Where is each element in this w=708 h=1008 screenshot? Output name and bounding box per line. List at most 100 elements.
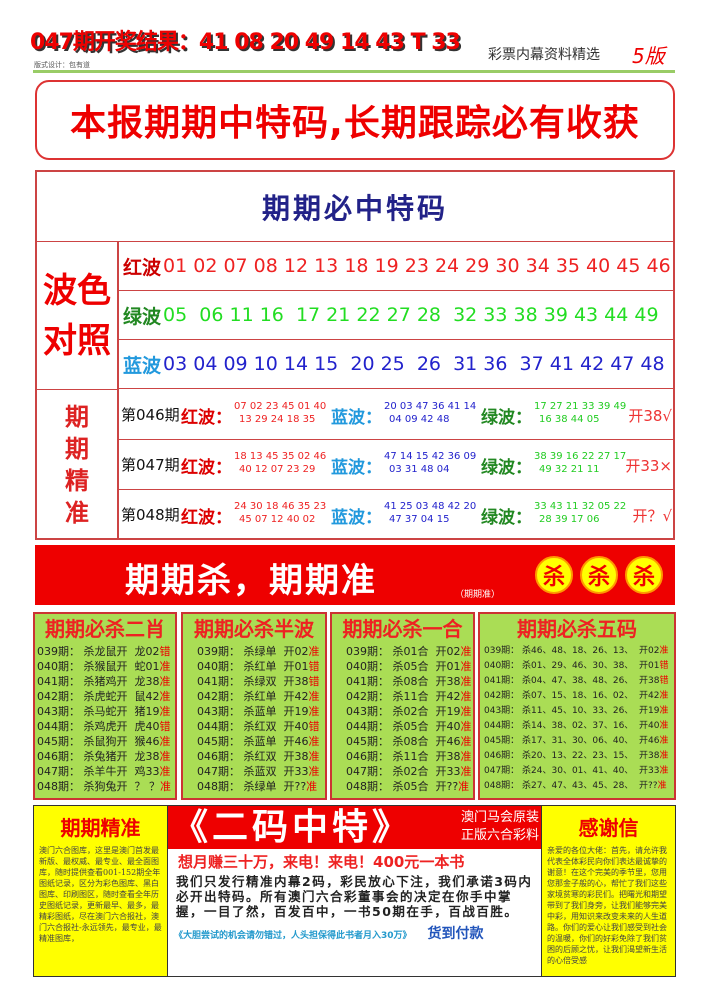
- panel-row: 044期： 杀红双 开40错: [183, 719, 325, 734]
- panel-row: 044期： 杀05合 开40准: [332, 719, 473, 734]
- kill-panel: 期期必杀半波 039期： 杀绿单 开02准 040期： 杀红单 开01错 041期： …: [181, 612, 327, 800]
- panel-row-text: 039期： 杀绿单 开02: [197, 645, 309, 658]
- panel-row-status: 错: [308, 660, 320, 673]
- edition-label: 5版: [632, 44, 665, 68]
- panel-row: 044期： 杀14、38、02、37、16、 开40准: [480, 719, 674, 734]
- panel-row: 045期： 杀08合 开46准: [332, 734, 473, 749]
- period-row: 第046期 红波： 07 02 23 45 01 40 13 29 24 18 35 蓝…: [119, 390, 673, 440]
- panel-row-text: 048期： 杀05合 开??: [346, 780, 459, 793]
- thanks-text: 亲爱的各位大佬：首先，请允许我代表全体彩民向你们表达最诚挚的谢意！在这个完美的季…: [547, 846, 667, 965]
- panel-row-text: 043期： 杀11、45、10、33、26、 开19: [484, 706, 660, 716]
- ad-slogan: 想月赚三十万，来电！来电！400元一本书: [178, 853, 465, 871]
- panel-row-text: 040期： 杀05合 开01: [346, 660, 461, 673]
- panel-row-status: 准: [159, 735, 171, 748]
- kill-panel: 期期必杀五码 039期： 杀46、48、18、26、13、 开02准 040期： 杀…: [478, 612, 676, 800]
- panel-row-text: 045期： 杀鼠狗开 猴46: [37, 735, 160, 748]
- wave-numbers: 03 04 09 10 14 15 20 25 26 31 36 37 41 4…: [163, 353, 665, 375]
- blue-wave-numbers: 20 03 47 36 41 14 04 09 42 48: [384, 400, 480, 426]
- red-numbers-line: 24 30 18 46 35 23: [234, 501, 327, 512]
- period-name: 第048期: [121, 506, 180, 524]
- blue-numbers-line: 20 03 47 36 41 14: [384, 401, 477, 412]
- panel-row-text: 047期： 杀24、30、01、41、40、 开33: [484, 766, 660, 776]
- main-table: 期期必中特码 波色对照 红波 01 02 07 08 12 13 18 19 23…: [35, 170, 675, 540]
- panel-row-status: 准: [308, 750, 320, 763]
- kill-panel: 期期必杀二肖 039期： 杀龙鼠开 龙02错 040期： 杀猴鼠开 蛇01准 041期…: [33, 612, 177, 800]
- panel-row-text: 041期： 杀08合 开38: [346, 675, 461, 688]
- panel-row: 045期： 杀蓝单 开46准: [183, 734, 325, 749]
- panel-row-text: 046期： 杀20、13、22、23、15、 开38: [484, 751, 660, 761]
- panel-row: 046期： 杀20、13、22、23、15、 开38准: [480, 749, 674, 764]
- panel-row-text: 039期： 杀龙鼠开 龙02: [37, 645, 160, 658]
- panel-row-text: 047期： 杀蓝双 开33: [197, 765, 309, 778]
- main-title: 期期必中特码: [37, 172, 673, 242]
- panel-row-text: 040期： 杀猴鼠开 蛇01: [37, 660, 160, 673]
- green-wave-label: 绿波：: [481, 458, 532, 478]
- panel-row: 039期： 杀龙鼠开 龙02错: [35, 644, 175, 659]
- panel-row: 047期： 杀羊牛开 鸡33准: [35, 764, 175, 779]
- banner-title: 期期杀，期期准: [125, 561, 377, 601]
- wave-label: 蓝波: [123, 354, 162, 377]
- panel-row-status: 准: [308, 765, 320, 778]
- panel-row-status: 准: [659, 691, 669, 701]
- panel-row-status: 准: [460, 735, 472, 748]
- panel-row: 043期： 杀蓝单 开19准: [183, 704, 325, 719]
- panel-row-status: 准: [159, 780, 171, 793]
- panel-row-text: 047期： 杀02合 开33: [346, 765, 461, 778]
- panel-row: 045期： 杀17、31、30、06、40、 开46准: [480, 734, 674, 749]
- green-numbers-line: 16 38 44 05: [539, 414, 600, 425]
- precision-title: 期期精准: [60, 816, 141, 840]
- green-numbers-line: 38 39 16 22 27 17: [534, 451, 627, 462]
- blue-numbers-line: 03 31 48 04: [389, 464, 450, 475]
- panel-row: 043期： 杀02合 开19准: [332, 704, 473, 719]
- panel-row-status: 准: [159, 660, 171, 673]
- panel-row-text: 039期： 杀46、48、18、26、13、 开02: [484, 646, 660, 656]
- panel-row-status: 准: [659, 646, 669, 656]
- panel-row: 041期： 杀绿双 开38错: [183, 674, 325, 689]
- panel-row-status: 准: [308, 735, 320, 748]
- panel-row: 041期： 杀04、47、38、48、26、 开38错: [480, 674, 674, 689]
- panel-row: 048期： 杀05合 开??准: [332, 779, 473, 794]
- panel-row-text: 048期： 杀绿单 开??: [197, 780, 307, 793]
- panel-row-status: 准: [659, 751, 669, 761]
- period-name: 第047期: [121, 456, 180, 474]
- panel-row-status: 错: [659, 676, 669, 686]
- green-wave-numbers: 38 39 16 22 27 17 49 32 21 11: [534, 450, 630, 476]
- panel-row-status: 准: [460, 720, 472, 733]
- header-divider: [33, 70, 675, 73]
- blue-numbers-line: 47 37 04 15: [389, 514, 450, 525]
- slogan-box: 本报期期中特码,长期跟踪必有收获: [35, 80, 675, 160]
- panel-row-status: 准: [460, 705, 472, 718]
- red-numbers-line: 45 07 12 40 02: [239, 514, 316, 525]
- wave-label: 红波: [123, 256, 162, 279]
- panel-row: 042期： 杀虎蛇开 鼠42准: [35, 689, 175, 704]
- panel-row: 042期： 杀11合 开42准: [332, 689, 473, 704]
- panel-row-status: 准: [657, 781, 667, 791]
- red-numbers-line: 18 13 45 35 02 46: [234, 451, 327, 462]
- panel-row-text: 042期： 杀虎蛇开 鼠42: [37, 690, 160, 703]
- panel-row: 047期： 杀蓝双 开33准: [183, 764, 325, 779]
- kill-circle: 杀: [535, 556, 573, 594]
- ad-foot: 《大胆尝试的机会请勿错过，人头担保得此书者月入30万》: [174, 931, 412, 941]
- panel-title: 期期必杀五码: [517, 617, 637, 641]
- red-numbers-line: 13 29 24 18 35: [239, 414, 316, 425]
- panel-row-text: 045期： 杀蓝单 开46: [197, 735, 309, 748]
- panel-row-text: 044期： 杀鸡虎开 虎40: [37, 720, 160, 733]
- layout-credit: 版式设计：包有道: [34, 61, 90, 69]
- kill-banner: 期期杀，期期准 （期期准） 杀 杀 杀: [35, 545, 675, 605]
- panel-row: 039期： 杀绿单 开02准: [183, 644, 325, 659]
- panel-row-text: 042期： 杀11合 开42: [346, 690, 461, 703]
- bottom-section: 期期精准 澳门六合图库，这里是澳门首发最新版、最权威、最专业、最全面图库，随时提…: [33, 805, 676, 977]
- blue-wave-label: 蓝波：: [331, 458, 382, 478]
- panel-row: 041期： 杀猪鸡开 龙38准: [35, 674, 175, 689]
- red-wave-numbers: 07 02 23 45 01 40 13 29 24 18 35: [234, 400, 330, 426]
- panel-row-text: 046期： 杀红双 开38: [197, 750, 309, 763]
- panel-row-text: 043期： 杀马蛇开 猪19: [37, 705, 160, 718]
- panel-row-text: 042期： 杀红单 开42: [197, 690, 309, 703]
- blue-numbers-line: 04 09 42 48: [389, 414, 450, 425]
- red-wave-label: 红波：: [181, 508, 232, 528]
- panel-row-status: 准: [659, 736, 669, 746]
- panel-row: 046期： 杀11合 开38准: [332, 749, 473, 764]
- panel-row-status: 准: [159, 750, 171, 763]
- banner-small: （期期准）: [455, 590, 501, 600]
- panel-row-text: 040期： 杀01、29、46、30、38、 开01: [484, 661, 660, 671]
